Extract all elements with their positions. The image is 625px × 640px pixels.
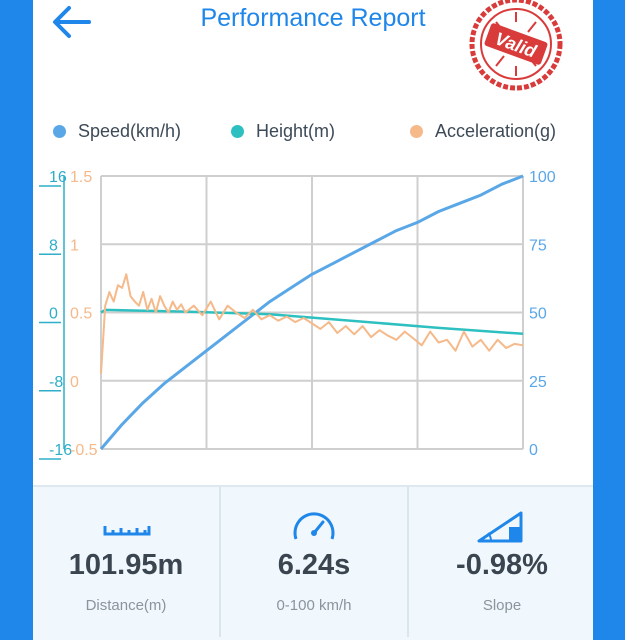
speed-legend-dot [53,125,66,138]
zero-to-hundred-label: 0-100 km/h [221,597,407,614]
chart-legend: Speed(km/h) Height(m) Acceleration(g) [33,118,593,144]
legend-label: Acceleration(g) [435,121,556,142]
slope-label: Slope [409,597,593,614]
slope-value: -0.98% [409,549,593,582]
speed-tick-label: 0 [529,442,538,459]
acceleration-tick-label: 1.5 [70,169,92,186]
acceleration-legend-dot [410,125,423,138]
acceleration-tick-label: 1 [70,237,79,254]
report-screen: Performance Report Valid [33,0,593,640]
legend-item-acceleration[interactable]: Acceleration(g) [410,118,556,144]
stats-panel: 101.95m Distance(m) 6.24s 0-100 km/h -0.… [33,485,593,640]
stat-zero-to-hundred: 6.24s 0-100 km/h [221,487,407,637]
zero-to-hundred-value: 6.24s [221,549,407,582]
height-tick-label: -16 [49,442,72,459]
stat-distance: 101.95m Distance(m) [33,487,219,637]
valid-stamp: Valid [463,0,569,94]
speedometer-icon [221,509,407,543]
speed-tick-label: 50 [529,306,547,323]
height-tick-label: -8 [49,374,63,391]
acceleration-tick-label: -0.5 [70,442,98,459]
ruler-icon [33,509,219,543]
acceleration-tick-label: 0 [70,374,79,391]
legend-label: Height(m) [256,121,335,142]
distance-label: Distance(m) [33,597,219,614]
header: Performance Report Valid [33,0,593,110]
legend-label: Speed(km/h) [78,121,181,142]
legend-item-height[interactable]: Height(m) [231,118,335,144]
speed-tick-label: 75 [529,237,547,254]
acceleration-tick-label: 0.5 [70,306,92,323]
height-tick-label: 0 [49,306,58,323]
stat-slope: -0.98% Slope [409,487,593,637]
speed-tick-label: 100 [529,169,556,186]
legend-item-speed[interactable]: Speed(km/h) [53,118,181,144]
height-legend-dot [231,125,244,138]
height-tick-label: 8 [49,237,58,254]
slope-icon [409,509,593,543]
speed-tick-label: 25 [529,374,547,391]
distance-value: 101.95m [33,549,219,582]
